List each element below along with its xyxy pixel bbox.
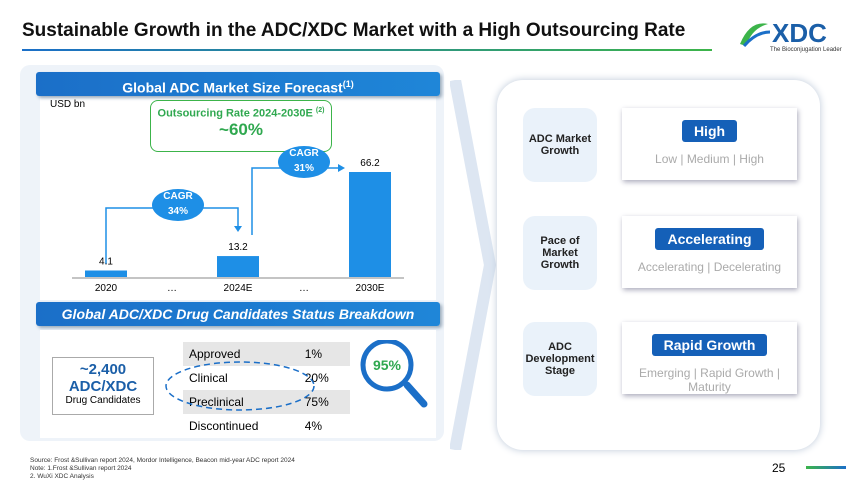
note-ref: (2) [315, 107, 325, 114]
chevron [450, 80, 497, 450]
logo-mark [740, 23, 771, 47]
value-label: 66.2 [360, 158, 380, 169]
magnifier-handle [403, 381, 428, 408]
cagr-value: 34% [168, 206, 188, 217]
table-cell: 4% [304, 419, 323, 433]
table-row: Discontinued 4% [183, 414, 350, 438]
count: ~2,400 [79, 361, 127, 378]
table-cell: Discontinued [189, 419, 259, 433]
status-scale: Accelerating | Decelerating [637, 260, 782, 274]
cagr-bubble [152, 189, 204, 221]
x-tick-label: … [167, 283, 177, 294]
status-card: High Low | Medium | High [622, 108, 797, 180]
section-title: Global ADC Market Size Forecast [122, 79, 343, 96]
footer-rule [806, 466, 846, 469]
status-badge: Accelerating [655, 228, 764, 250]
status-badge: High [681, 120, 738, 142]
magnifier [360, 340, 414, 392]
cagr-value: 31% [294, 163, 314, 174]
note: Note: 1.Frost &Sullivan report 2024 [30, 465, 132, 472]
arrow-head [338, 164, 345, 172]
value-label: 4.1 [99, 256, 113, 267]
x-tick-label: 2024E [224, 283, 253, 294]
note-ref: (1) [342, 79, 354, 89]
outsourcing-label-wrap: Outsourcing Rate 2024-2030E (2) [151, 107, 331, 120]
table-cell: 75% [304, 395, 329, 409]
row-label: ADC Development Stage [523, 322, 597, 396]
cagr-bubble [278, 146, 330, 178]
table-row: Clinical 20% [183, 366, 350, 390]
arrow-head [234, 226, 242, 232]
page-number: 25 [772, 461, 786, 475]
section-banner: Global ADC/XDC Drug Candidates Status Br… [36, 302, 440, 326]
table-row: Preclinical 75% [183, 390, 350, 414]
status-badge: Rapid Growth [651, 334, 768, 356]
note: 2. WuXi XDC Analysis [30, 473, 94, 480]
table-cell: Clinical [189, 371, 228, 385]
count-caption: Drug Candidates [65, 395, 141, 406]
bar [85, 270, 127, 277]
highlight: 95% [165, 340, 428, 411]
bar [349, 172, 391, 277]
outsourcing-box: Outsourcing Rate 2024-2030E (2) ~60% [150, 100, 332, 152]
title-rule [22, 49, 712, 51]
cagr-label: CAGR [163, 191, 193, 202]
logo: XDC [772, 18, 827, 48]
status-scale: Low | Medium | High [655, 152, 764, 166]
value-label: 13.2 [228, 242, 248, 253]
dashed-ellipse [165, 361, 315, 411]
outsourcing-label: Outsourcing Rate 2024-2030E [157, 107, 313, 120]
count-label: ADC/XDC [68, 378, 138, 395]
highlight-value: 95% [373, 357, 402, 373]
status-card: Rapid Growth Emerging | Rapid Growth | Ma… [622, 322, 797, 394]
cagr-arrow [251, 167, 340, 235]
status-scale: Emerging | Rapid Growth | Maturity [639, 366, 780, 394]
table-cell: Approved [189, 347, 241, 361]
section-banner: Global ADC Market Size Forecast(1) [36, 72, 440, 96]
row-label: Pace of Market Growth [523, 216, 597, 290]
footer: Source: Frost &Sullivan report 2024, Mor… [30, 457, 295, 481]
title: Sustainable Growth in the ADC/XDC Market… [22, 20, 686, 41]
row-label: ADC Market Growth [523, 108, 597, 182]
table-cell: 20% [304, 371, 329, 385]
status-card: Accelerating Accelerating | Decelerating [622, 216, 797, 288]
table-cell: Preclinical [189, 395, 244, 409]
status-table: Approved 1% Clinical 20% Preclinical 75% Disco… [183, 342, 350, 438]
cagr-label: CAGR [289, 148, 319, 159]
x-tick-label: 2030E [356, 283, 385, 294]
x-tick-label: 2020 [95, 283, 118, 294]
count-box: ~2,400 ADC/XDC Drug Candidates [52, 357, 154, 415]
x-tick-label: … [299, 283, 309, 294]
table-cell: 1% [304, 347, 323, 361]
logo-tagline: The Bioconjugation Leader [770, 47, 842, 53]
source: Source: Frost &Sullivan report 2024, Mor… [30, 457, 295, 464]
outsourcing-value: ~60% [219, 119, 263, 139]
table-row: Approved 1% [183, 342, 350, 366]
bar [217, 256, 259, 277]
bar-chart: CAGR 34% CAGR 31% 2020 4.1 … 2024E 13.2 … 2030… [72, 146, 404, 294]
unit: USD bn [50, 99, 86, 110]
